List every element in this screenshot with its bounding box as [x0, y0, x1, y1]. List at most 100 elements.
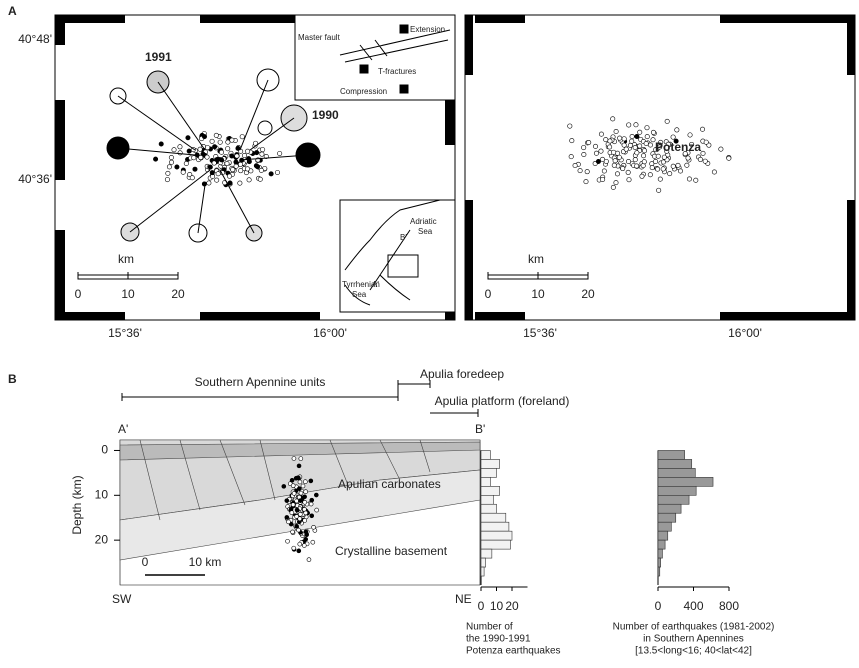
- hist-bar: [657, 521, 672, 532]
- event: [697, 156, 703, 162]
- event: [205, 145, 211, 151]
- event: [572, 163, 578, 169]
- hist-bar: [657, 530, 669, 541]
- event: [650, 129, 656, 135]
- event: [693, 177, 699, 183]
- event: [581, 145, 587, 151]
- hist-bar: [480, 459, 500, 469]
- event: [583, 179, 589, 185]
- event: [257, 176, 263, 182]
- event: [227, 180, 233, 186]
- event: [258, 167, 264, 173]
- event: [625, 169, 631, 175]
- event: [164, 177, 170, 183]
- hist-bar: [657, 486, 697, 496]
- event: [656, 187, 662, 193]
- event: [191, 155, 197, 161]
- event: [213, 132, 219, 138]
- event: [296, 463, 302, 469]
- event: [647, 142, 653, 148]
- event: [233, 163, 239, 169]
- event: [686, 176, 692, 182]
- event: [259, 151, 265, 157]
- event: [629, 138, 635, 144]
- event: [192, 166, 198, 172]
- event: [219, 157, 225, 163]
- scale-tick-label: 10: [531, 287, 545, 301]
- event: [726, 155, 732, 161]
- event: [297, 541, 303, 547]
- event: [239, 134, 245, 140]
- event: [209, 138, 215, 144]
- event: [206, 180, 212, 186]
- event: [166, 164, 172, 170]
- event: [308, 478, 314, 484]
- event: [611, 149, 617, 155]
- event: [254, 150, 260, 156]
- event: [664, 145, 670, 151]
- hist-caption: Number of: [466, 622, 513, 633]
- event: [294, 523, 299, 529]
- event: [180, 169, 186, 175]
- event: [297, 486, 302, 491]
- coastline: [344, 199, 441, 306]
- event: [238, 168, 244, 174]
- event: [685, 155, 691, 161]
- event: [308, 501, 314, 507]
- event: [653, 158, 659, 164]
- inset-label: Master fault: [298, 33, 341, 42]
- event: [568, 154, 574, 160]
- event: [230, 167, 236, 173]
- scale-label: 10 km: [189, 555, 222, 569]
- event: [567, 123, 573, 129]
- epicenters-left: [153, 131, 283, 188]
- hist-caption: Potenza earthquakes: [466, 646, 561, 657]
- event: [298, 490, 304, 496]
- fault-inset: [294, 14, 456, 101]
- event: [627, 142, 633, 148]
- scale-tick-label: 0: [485, 287, 492, 301]
- event: [675, 162, 681, 168]
- event: [670, 134, 676, 140]
- event: [168, 154, 174, 160]
- event: [642, 148, 648, 154]
- event: [655, 153, 661, 159]
- event: [617, 135, 623, 141]
- hist-bar: [480, 468, 497, 478]
- inset-label: Sea: [352, 290, 367, 299]
- event: [639, 173, 645, 179]
- event: [225, 146, 231, 152]
- event: [664, 118, 670, 124]
- mechanism-label: 1990: [312, 108, 339, 122]
- event: [637, 129, 643, 135]
- y-tick-label: 0: [101, 443, 108, 457]
- event: [700, 150, 706, 156]
- inset-label: Tyrrhenian: [342, 280, 380, 289]
- event: [634, 134, 640, 140]
- hist-bar: [480, 477, 491, 487]
- scale-tick-label: 20: [171, 287, 185, 301]
- event: [702, 158, 708, 164]
- event: [603, 137, 609, 143]
- event: [197, 146, 203, 152]
- event: [281, 484, 287, 489]
- event: [607, 144, 613, 150]
- event: [302, 500, 308, 505]
- hist-caption: Number of earthquakes (1981-2002): [613, 622, 775, 633]
- section-end: A': [118, 422, 128, 436]
- event: [169, 159, 175, 165]
- event: [593, 150, 599, 156]
- event: [294, 514, 299, 519]
- event: [177, 144, 183, 150]
- lon-label: 15°36': [523, 326, 557, 340]
- event: [225, 139, 231, 145]
- event: [309, 497, 315, 503]
- hist-bar: [657, 450, 685, 460]
- hist-bar: [657, 539, 666, 550]
- event: [643, 141, 649, 147]
- event: [598, 148, 604, 154]
- unit-label: Apulia foredeep: [420, 367, 504, 381]
- lon-label: 16°00': [728, 326, 762, 340]
- event: [703, 139, 709, 145]
- hist-caption: [13.5<long<16; 40<lat<42]: [635, 646, 752, 657]
